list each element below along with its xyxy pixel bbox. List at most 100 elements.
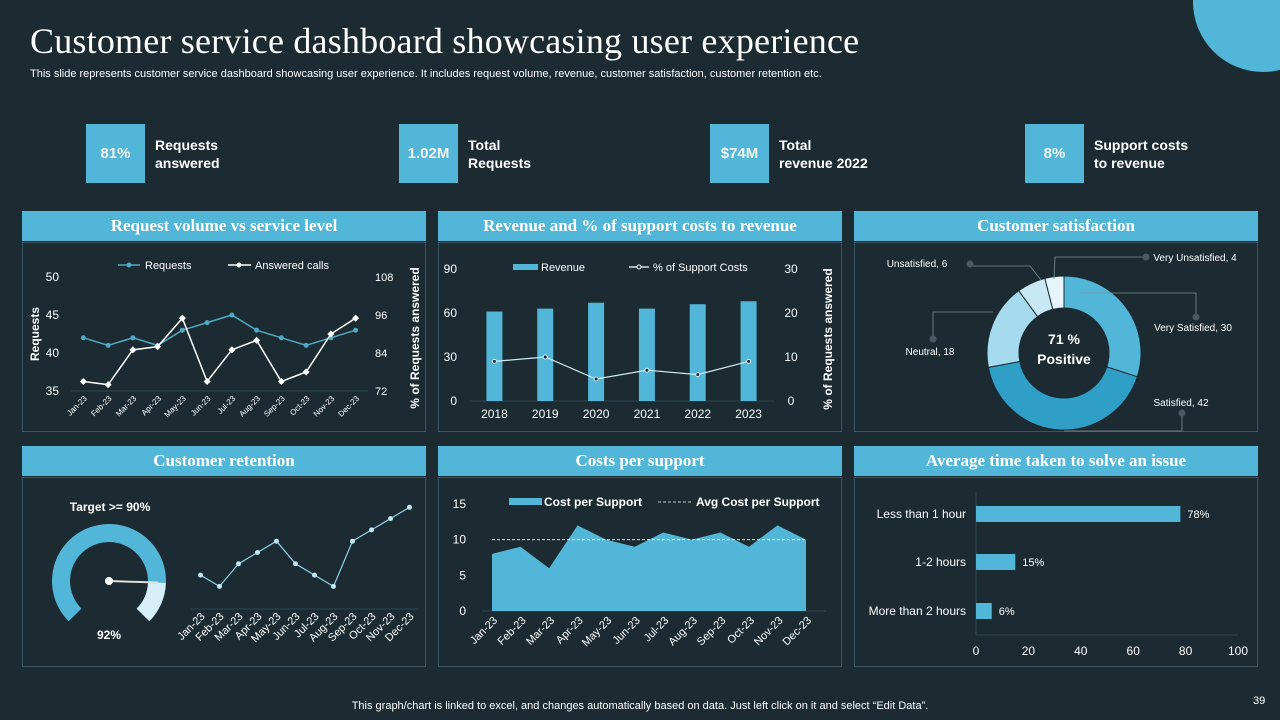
gauge-remainder — [136, 582, 166, 622]
data-label-very-unsatisfied: Very Unsatisfied, 4 — [1153, 253, 1237, 264]
x-tick-label: 2021 — [634, 407, 661, 421]
data-point-retention — [255, 550, 260, 555]
request-volume-chart[interactable]: 50 45 40 35 108 96 84 72 Requests % of Requests a… — [23, 243, 427, 433]
revenue-chart[interactable]: 90 60 30 0 30 20 10 0 % of Requests answered 2018… — [439, 243, 843, 433]
data-label: 6% — [999, 606, 1015, 618]
panel-header-retention: Customer retention — [22, 446, 426, 476]
legend-label-support-costs: % of Support Costs — [653, 262, 748, 274]
avg-time-chart[interactable]: Less than 1 hour 78% 1-2 hours 15% More than… — [855, 478, 1259, 668]
kpi-value: 8% — [1025, 124, 1084, 183]
x-tick-label: Mar-23 — [114, 394, 139, 419]
data-point-retention — [331, 583, 336, 589]
kpi-label: Requests answered — [155, 136, 220, 171]
data-point-requests — [80, 335, 86, 341]
x-tick-label: 60 — [1127, 644, 1141, 658]
y-tick-label: 5 — [459, 568, 466, 582]
kpi-requests-answered: 81% Requests answered — [86, 124, 295, 183]
leader-dot — [929, 335, 937, 343]
costs-chart[interactable]: 151050Jan-23Feb-23Mar-23Apr-23May-23Jun-… — [439, 478, 843, 668]
y-tick-label: 50 — [46, 270, 60, 284]
data-point-retention — [312, 572, 317, 578]
y2-tick-label: 20 — [784, 306, 798, 320]
corner-decoration — [1193, 0, 1280, 72]
gauge-needle-hub — [105, 577, 113, 585]
y-tick-label: More than 2 hours — [869, 604, 966, 618]
x-tick-label: Feb-23 — [496, 615, 529, 648]
bar-revenue — [486, 311, 503, 401]
footer-note: This graph/chart is linked to excel, and… — [351, 700, 929, 712]
retention-chart[interactable]: Target >= 90%92% Jan-23Feb-23Mar-23Apr-23… — [23, 478, 427, 668]
page-number: 39 — [1253, 695, 1266, 707]
satisfaction-panel: 71 % Positive Very Satisfied, 30 Satisfied,… — [854, 242, 1258, 432]
data-point-answered-calls — [352, 314, 360, 322]
x-tick-label: Sep-23 — [262, 394, 287, 419]
leader-line — [1053, 256, 1145, 280]
kpi-value: $74M — [710, 124, 769, 183]
data-point-retention — [236, 561, 241, 567]
panel-header-revenue: Revenue and % of support costs to revenu… — [438, 211, 842, 241]
y2-tick-label: 108 — [375, 272, 393, 284]
y-tick-label: 90 — [444, 262, 458, 276]
leader-line — [970, 265, 1042, 281]
bar-revenue — [740, 301, 757, 401]
data-point-retention — [388, 516, 393, 522]
y2-tick-label: 10 — [784, 350, 798, 364]
x-tick-label: Jul-23 — [216, 394, 238, 416]
satisfaction-chart[interactable]: 71 % Positive Very Satisfied, 30 Satisfied,… — [855, 243, 1259, 433]
data-point-answered-calls — [302, 368, 310, 376]
y-tick-label: Less than 1 hour — [877, 507, 966, 521]
x-tick-label: 80 — [1179, 644, 1193, 658]
data-point-requests — [105, 342, 111, 348]
kpi-value: 81% — [86, 124, 145, 183]
leader-dot — [1192, 313, 1200, 321]
x-tick-label: 2019 — [532, 407, 559, 421]
x-tick-label: Jun-23 — [611, 615, 643, 647]
series-line-retention — [200, 506, 410, 588]
leader-dot — [1178, 409, 1186, 417]
legend-swatch-cost-per-support — [509, 498, 542, 505]
x-tick-label: Jun-23 — [189, 394, 213, 418]
page-title: Customer service dashboard showcasing us… — [30, 21, 860, 61]
x-tick-label: Oct-23 — [288, 394, 312, 418]
bar-avg-time — [976, 554, 1016, 570]
x-tick-label: May-23 — [580, 615, 614, 649]
bar-revenue — [588, 302, 605, 401]
x-tick-label: 2018 — [481, 407, 508, 421]
data-point-answered-calls — [277, 377, 285, 386]
data-point-requests — [353, 327, 359, 333]
data-label-very-satisfied: Very Satisfied, 30 — [1154, 323, 1232, 334]
data-point-requests — [254, 327, 260, 333]
legend-swatch-revenue — [513, 264, 538, 270]
x-tick-label: Oct-23 — [725, 615, 757, 647]
bar-revenue — [689, 304, 706, 401]
legend-marker-answered-calls — [236, 262, 242, 268]
y-tick-label: 1-2 hours — [915, 555, 966, 569]
data-point-retention — [293, 561, 298, 567]
revenue-panel: 90 60 30 0 30 20 10 0 % of Requests answered 2018… — [438, 242, 842, 432]
data-point-answered-calls — [79, 377, 87, 386]
x-tick-label: 100 — [1228, 644, 1248, 658]
gauge-fill — [52, 524, 167, 622]
x-tick-label: 20 — [1022, 644, 1036, 658]
y2-tick-label: 72 — [375, 386, 387, 398]
x-tick-label: Dec-23 — [781, 615, 815, 649]
donut-slice-satisfied — [987, 360, 1138, 431]
data-point-support-costs — [695, 372, 701, 378]
donut-center-label: Positive — [1037, 351, 1091, 367]
legend-label-cost-per-support: Cost per Support — [544, 495, 642, 509]
x-tick-label: Sep-23 — [695, 615, 729, 649]
donut-center-value: 71 % — [1048, 331, 1080, 347]
x-tick-label: 2023 — [735, 407, 762, 421]
data-point-retention — [217, 583, 222, 589]
data-point-retention — [407, 504, 412, 510]
legend-label-avg-cost: Avg Cost per Support — [696, 495, 820, 509]
x-tick-label: Aug-23 — [237, 394, 262, 419]
panel-header-request-volume: Request volume vs service level — [22, 211, 426, 241]
y-tick-label: 35 — [46, 384, 60, 398]
y-tick-label: 15 — [453, 497, 467, 511]
panel-header-costs: Costs per support — [438, 446, 842, 476]
y2-tick-label: 0 — [788, 394, 795, 408]
data-label: 15% — [1022, 557, 1044, 569]
x-tick-label: 2022 — [684, 407, 711, 421]
data-point-retention — [369, 527, 374, 533]
